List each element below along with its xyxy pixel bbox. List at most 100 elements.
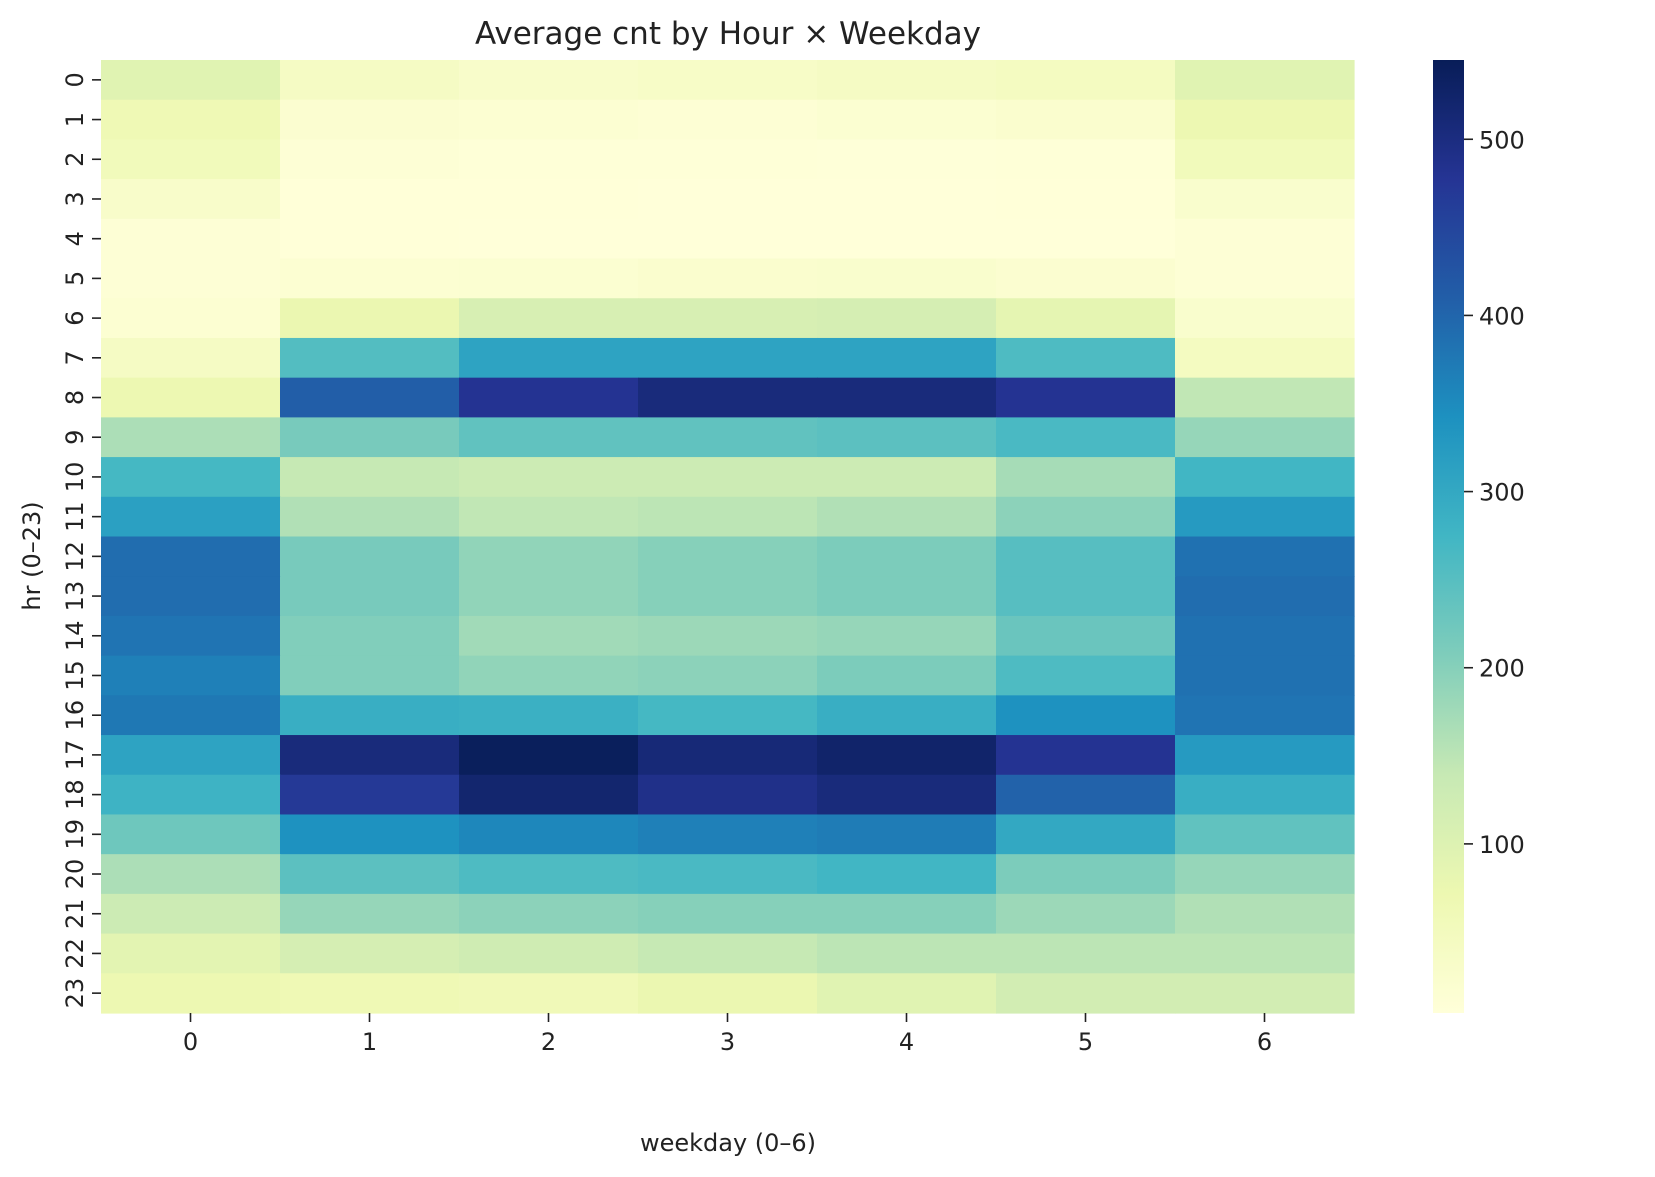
heatmap-cell — [101, 298, 281, 339]
y-tick-label: 13 — [61, 581, 89, 612]
heatmap-cell — [638, 735, 818, 776]
heatmap-cell — [638, 457, 818, 498]
x-axis-label: weekday (0–6) — [640, 1129, 816, 1157]
heatmap-cell — [459, 99, 639, 141]
x-axis-ticks: 0 1 2 3 4 5 6 — [183, 1013, 1272, 1056]
heatmap-cell — [996, 854, 1176, 895]
heatmap-cell — [996, 973, 1176, 1014]
heatmap-cell — [996, 60, 1176, 101]
heatmap-cell — [1175, 576, 1355, 617]
heatmap-cell — [459, 973, 639, 1014]
heatmap-cell — [280, 854, 460, 895]
y-tick-label: 12 — [61, 541, 89, 572]
heatmap-cell — [996, 893, 1176, 935]
y-tick-label: 6 — [61, 310, 89, 325]
heatmap-cell — [1175, 615, 1355, 657]
heatmap-cell — [1175, 854, 1355, 895]
heatmap-cell — [817, 457, 997, 498]
heatmap-cell — [459, 457, 639, 498]
heatmap-cell — [1175, 377, 1355, 418]
heatmap-cell — [459, 735, 639, 776]
heatmap-cell — [817, 337, 997, 379]
heatmap-cell — [996, 576, 1176, 617]
heatmap-cell — [817, 973, 997, 1014]
heatmap-cell — [996, 695, 1176, 736]
heatmap-cell — [280, 377, 460, 418]
y-tick-label: 11 — [61, 501, 89, 532]
heatmap-cell — [1175, 774, 1355, 816]
heatmap-cell — [996, 179, 1176, 220]
heatmap-cell — [280, 417, 460, 458]
heatmap-cell — [280, 536, 460, 577]
chart-title: Average cnt by Hour × Weekday — [475, 16, 981, 52]
heatmap-cell — [101, 655, 281, 696]
heatmap-cell — [638, 179, 818, 220]
heatmap-cell — [996, 139, 1176, 180]
x-tick-label: 3 — [720, 1028, 735, 1056]
x-tick-label: 5 — [1078, 1028, 1093, 1056]
y-tick-label: 10 — [61, 462, 89, 493]
heatmap-cell — [817, 179, 997, 220]
heatmap-cell — [996, 814, 1176, 855]
y-tick-label: 0 — [61, 72, 89, 87]
heatmap-cell — [638, 536, 818, 577]
heatmap-cell — [459, 774, 639, 816]
y-tick-label: 9 — [61, 430, 89, 445]
heatmap-cell — [101, 893, 281, 935]
heatmap-cell — [280, 695, 460, 736]
heatmap-cell — [638, 337, 818, 379]
y-tick-label: 2 — [61, 152, 89, 167]
heatmap-cell — [280, 496, 460, 538]
heatmap-cell — [817, 417, 997, 458]
heatmap-cell — [280, 298, 460, 339]
heatmap-cell — [459, 655, 639, 696]
y-tick-label: 1 — [61, 112, 89, 127]
heatmap-cell — [459, 893, 639, 935]
heatmap-cell — [817, 218, 997, 260]
heatmap-cell — [996, 337, 1176, 379]
heatmap-cell — [280, 576, 460, 617]
heatmap-cell — [638, 496, 818, 538]
heatmap-cell — [1175, 973, 1355, 1014]
heatmap-cell — [101, 576, 281, 617]
heatmap-cell — [459, 337, 639, 379]
heatmap-cell — [459, 576, 639, 617]
heatmap-cell — [638, 60, 818, 101]
heatmap-cell — [1175, 337, 1355, 379]
heatmap-cell — [280, 735, 460, 776]
x-tick-label: 6 — [1257, 1028, 1272, 1056]
heatmap-cell — [638, 417, 818, 458]
y-tick-label: 19 — [61, 819, 89, 850]
y-axis-label: hr (0–23) — [18, 501, 46, 610]
colorbar-tick-label: 100 — [1479, 831, 1525, 859]
x-tick-label: 1 — [362, 1028, 377, 1056]
heatmap-cell — [996, 377, 1176, 418]
x-tick-label: 4 — [899, 1028, 914, 1056]
heatmap-cell — [101, 496, 281, 538]
heatmap-cell — [101, 417, 281, 458]
heatmap-cell — [459, 933, 639, 974]
heatmap-cell — [101, 218, 281, 260]
heatmap-cell — [817, 496, 997, 538]
heatmap-cell — [459, 298, 639, 339]
colorbar-tick-label: 200 — [1479, 655, 1525, 683]
y-tick-label: 8 — [61, 390, 89, 405]
heatmap-cell — [1175, 417, 1355, 458]
heatmap-cell — [459, 496, 639, 538]
heatmap-cell — [817, 536, 997, 577]
colorbar-tick-label: 300 — [1479, 479, 1525, 507]
heatmap-cell — [101, 60, 281, 101]
heatmap-cell — [817, 655, 997, 696]
heatmap-cell — [459, 139, 639, 180]
heatmap-cell — [459, 695, 639, 736]
heatmap-cell — [101, 377, 281, 418]
colorbar — [1433, 60, 1464, 1013]
heatmap-cell — [101, 337, 281, 379]
heatmap-cell — [1175, 893, 1355, 935]
heatmap-cell — [280, 893, 460, 935]
heatmap-cell — [817, 139, 997, 180]
heatmap-cell — [996, 218, 1176, 260]
heatmap-cell — [1175, 179, 1355, 220]
heatmap-cell — [996, 735, 1176, 776]
